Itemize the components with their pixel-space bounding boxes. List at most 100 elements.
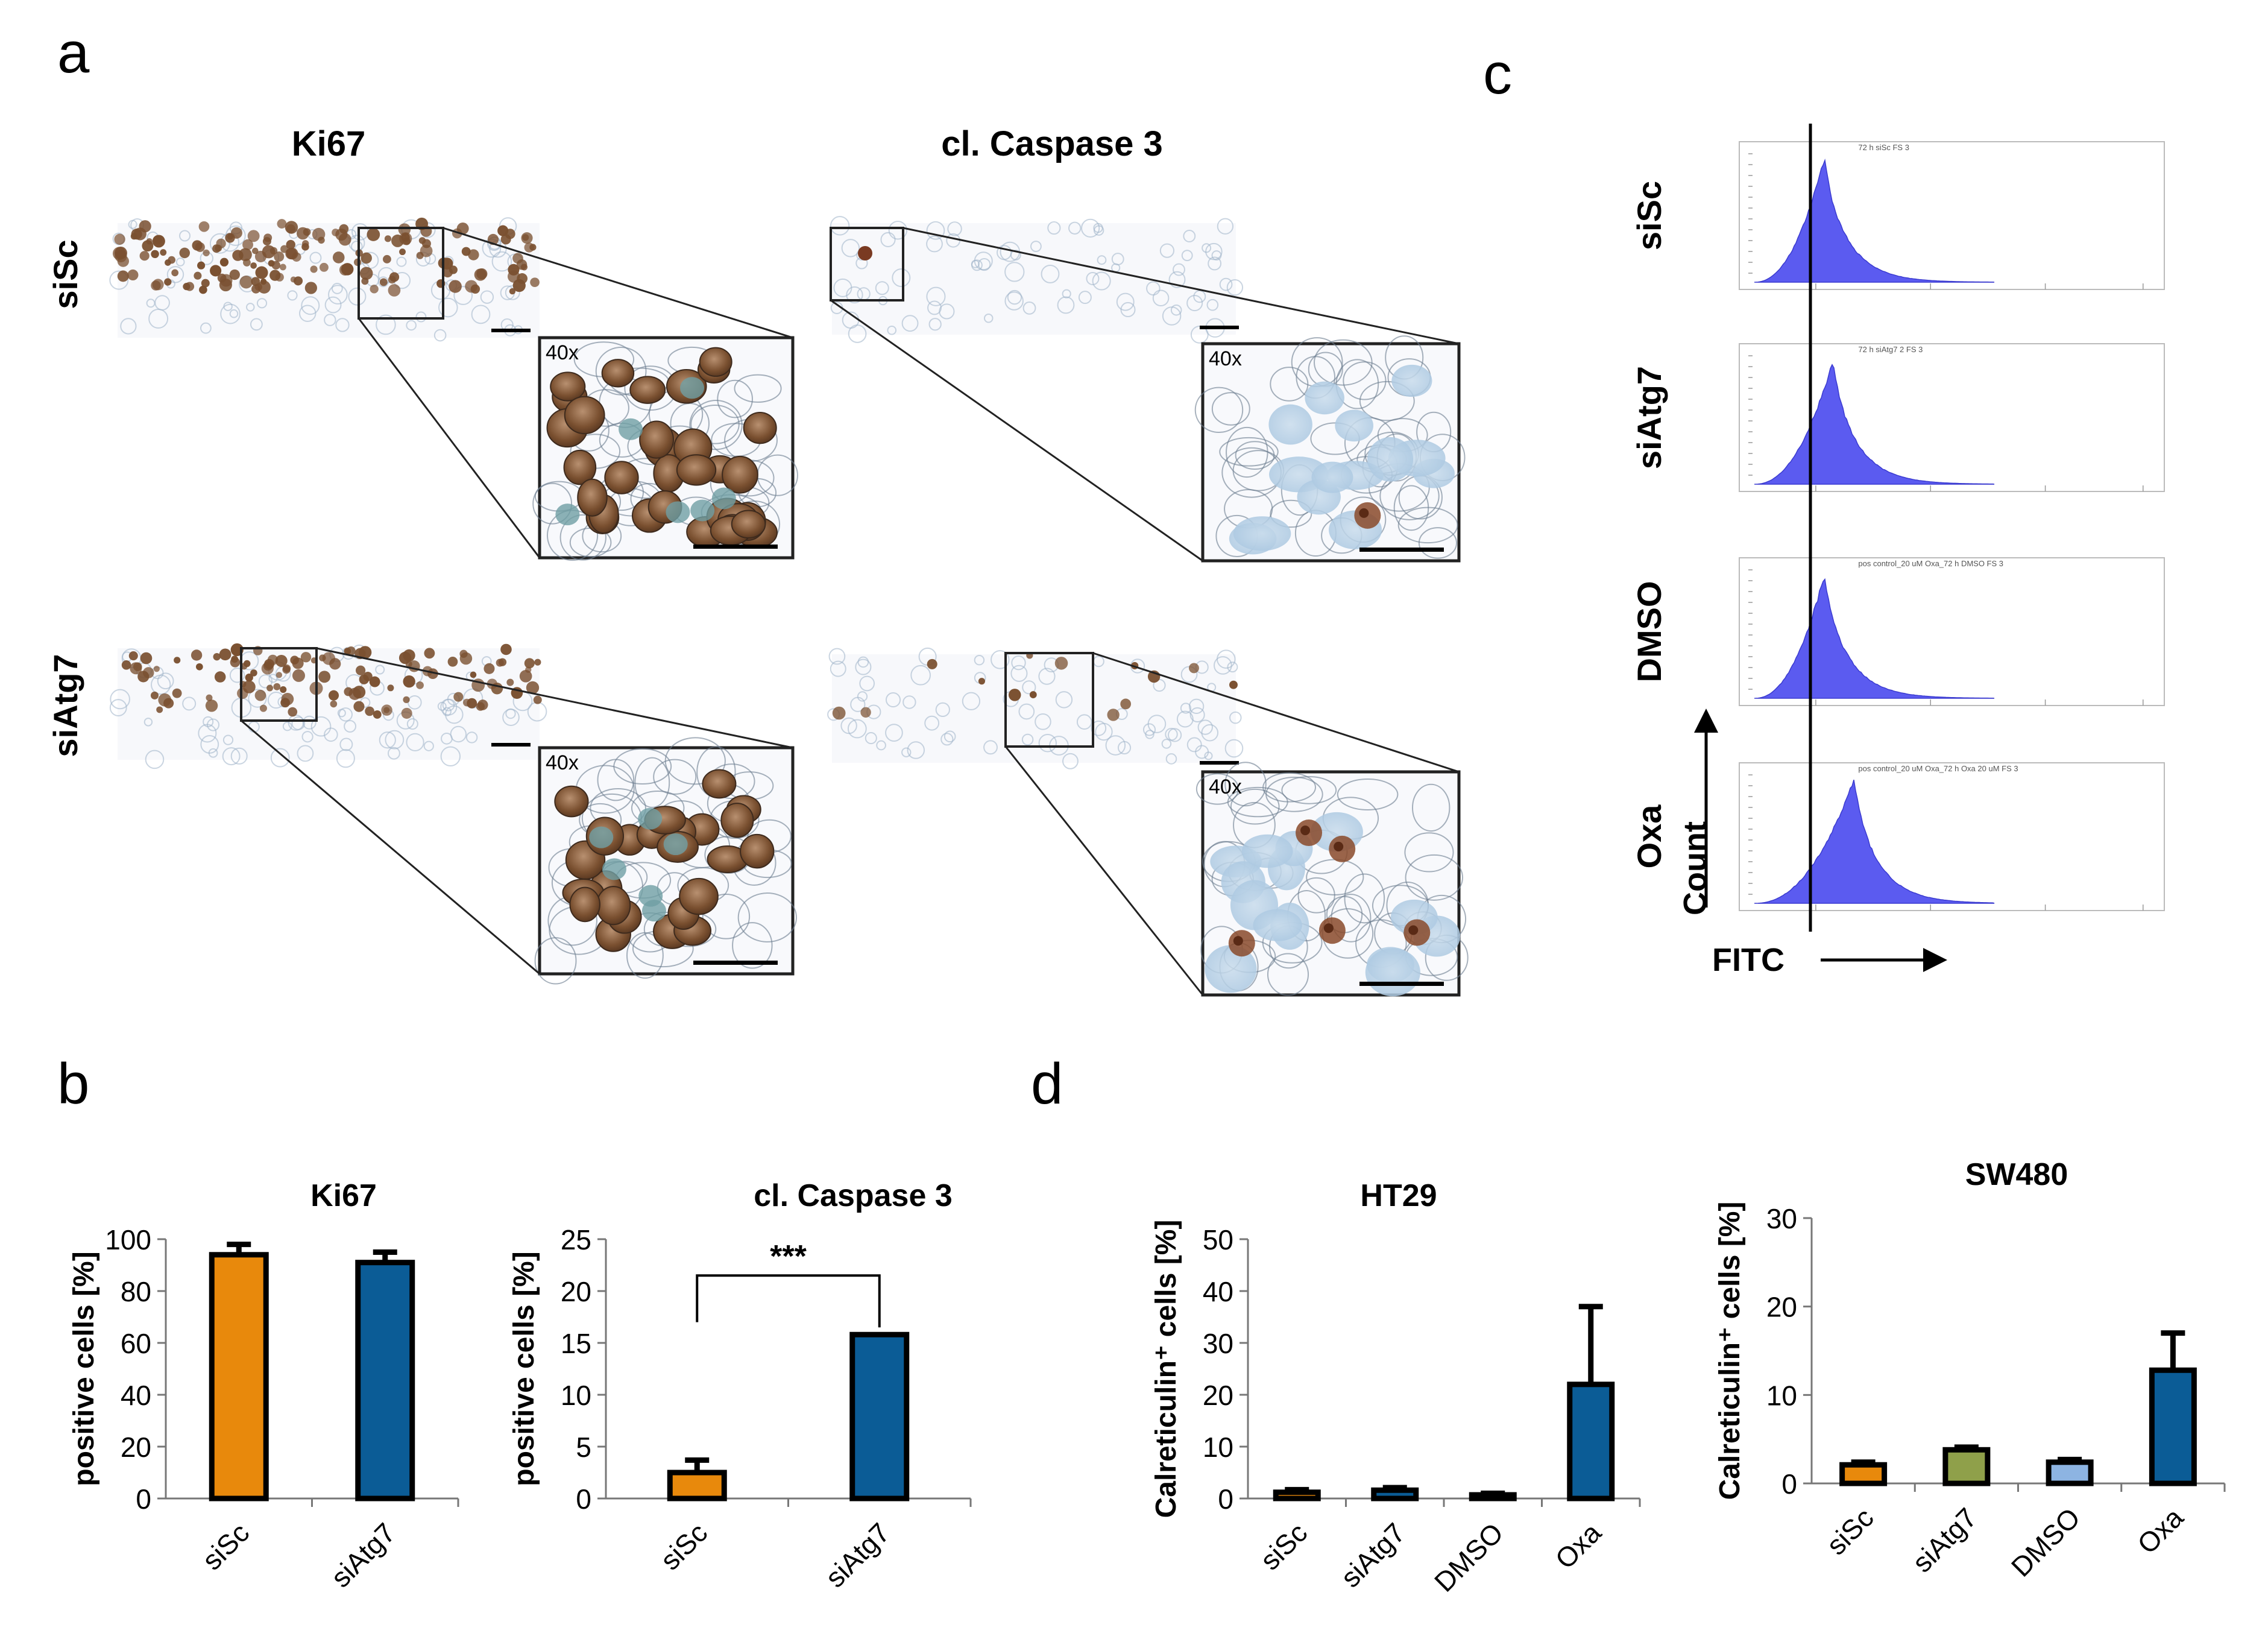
stained-nucleus (127, 269, 139, 281)
bar-sisc (667, 1470, 727, 1501)
counterstain-nucleus (1365, 948, 1420, 997)
stained-nucleus (424, 648, 435, 659)
stained-nucleus (183, 283, 191, 291)
ki67-positive-nucleus (679, 877, 719, 915)
stained-nucleus (468, 249, 479, 261)
stained-nucleus (361, 277, 369, 285)
cell-outline (471, 305, 491, 324)
cell-outline (396, 256, 407, 267)
ihc-ki67-sisc-zoom: 40x (532, 336, 798, 561)
cell-outline (910, 665, 931, 686)
cell-membrane (559, 514, 606, 561)
panel-label-c: c (1483, 42, 1512, 106)
stained-nucleus (210, 265, 222, 277)
x-tick-label: siSc (654, 1517, 713, 1576)
stained-nucleus (1229, 680, 1238, 689)
selection-box (240, 647, 318, 722)
cell-outline (110, 689, 130, 710)
cell-outline (1190, 325, 1209, 344)
cell-outline (947, 221, 962, 236)
stained-nucleus (403, 696, 410, 703)
stained-nucleus (353, 701, 365, 712)
caspase-granule (1408, 925, 1419, 935)
cell-membrane (1224, 762, 1267, 807)
stained-nucleus (194, 271, 202, 280)
cell-outline (902, 695, 916, 709)
stained-nucleus (383, 707, 390, 713)
cell-outline (1181, 250, 1193, 262)
cell-outline (1010, 665, 1028, 682)
stained-nucleus (506, 678, 514, 686)
y-tick-label: 20 (561, 1276, 591, 1307)
stained-nucleus (459, 649, 468, 658)
stained-nucleus (214, 671, 226, 683)
zoom-connector (1004, 746, 1204, 996)
cell-outline (983, 314, 994, 323)
cell-outline (1011, 655, 1026, 671)
stained-nucleus (115, 250, 127, 262)
stained-nucleus (229, 269, 240, 280)
cell-outline (465, 731, 478, 744)
histogram-title: 72 h siAtg7 2 FS 3 (1858, 345, 1923, 354)
cell-outline (222, 734, 234, 745)
cell-outline (1091, 720, 1107, 736)
cell-membrane (717, 379, 753, 418)
caspase-granule (1300, 826, 1311, 836)
stained-nucleus (250, 669, 257, 677)
cell-outline (924, 715, 940, 731)
cell-membrane (1267, 953, 1309, 996)
cell-outline (230, 747, 248, 765)
stained-nucleus (447, 657, 458, 667)
y-tick-label: 10 (1766, 1380, 1797, 1411)
cell-outline (336, 749, 355, 768)
stained-nucleus (164, 278, 172, 286)
stained-nucleus (370, 285, 379, 294)
stained-nucleus (505, 229, 515, 239)
cell-outline (1186, 737, 1202, 753)
ki67-positive-nucleus (639, 420, 674, 459)
cell-outline (442, 698, 455, 712)
cell-outline (857, 656, 869, 668)
ki67-positive-nucleus (601, 359, 635, 388)
stained-nucleus (168, 256, 176, 264)
stained-nucleus (275, 654, 288, 667)
cell-outline (880, 232, 896, 247)
stained-nucleus (304, 282, 318, 294)
cell-outline (220, 303, 241, 324)
ihc-ki67-siatg7-overview (109, 643, 547, 769)
counterstain-nucleus (555, 504, 580, 526)
stained-nucleus (330, 700, 338, 708)
cell-outline (926, 235, 943, 253)
cell-membrane (1343, 361, 1387, 400)
stained-nucleus (1054, 657, 1068, 670)
y-tick-label: 50 (1203, 1224, 1233, 1255)
cell-outline (1004, 291, 1024, 311)
stained-nucleus (832, 706, 846, 720)
arrow-head (1694, 709, 1718, 733)
ki67-positive-nucleus (676, 454, 717, 486)
cell-outline (1180, 703, 1192, 714)
stained-nucleus (512, 279, 526, 292)
stained-nucleus (1107, 709, 1120, 721)
cell-outline (1041, 264, 1060, 283)
y-tick-label: 0 (1781, 1468, 1797, 1500)
caspase-granule (1334, 841, 1344, 851)
cell-outline (865, 732, 877, 745)
stained-nucleus (449, 280, 462, 293)
cell-outline (962, 692, 981, 710)
x-tick-label: siSc (1254, 1517, 1313, 1576)
stained-nucleus (422, 239, 431, 248)
flow-row-label: Oxa (1630, 804, 1668, 869)
stained-nucleus (297, 227, 309, 240)
stained-nucleus (367, 228, 380, 241)
cell-membrane (1194, 387, 1244, 434)
cell-outline (143, 718, 153, 727)
cell-membrane (1227, 786, 1288, 818)
chart-ht29: HT29 0 10 20 30 40 50 Calreticulin⁺ cells [%] si… (1150, 1178, 1641, 1598)
stained-nucleus (195, 663, 203, 671)
stained-nucleus (219, 257, 229, 267)
cell-membrane (689, 400, 743, 450)
cell-outline (885, 724, 903, 742)
counterstain-nucleus (638, 807, 663, 830)
cell-membrane (1230, 788, 1280, 825)
